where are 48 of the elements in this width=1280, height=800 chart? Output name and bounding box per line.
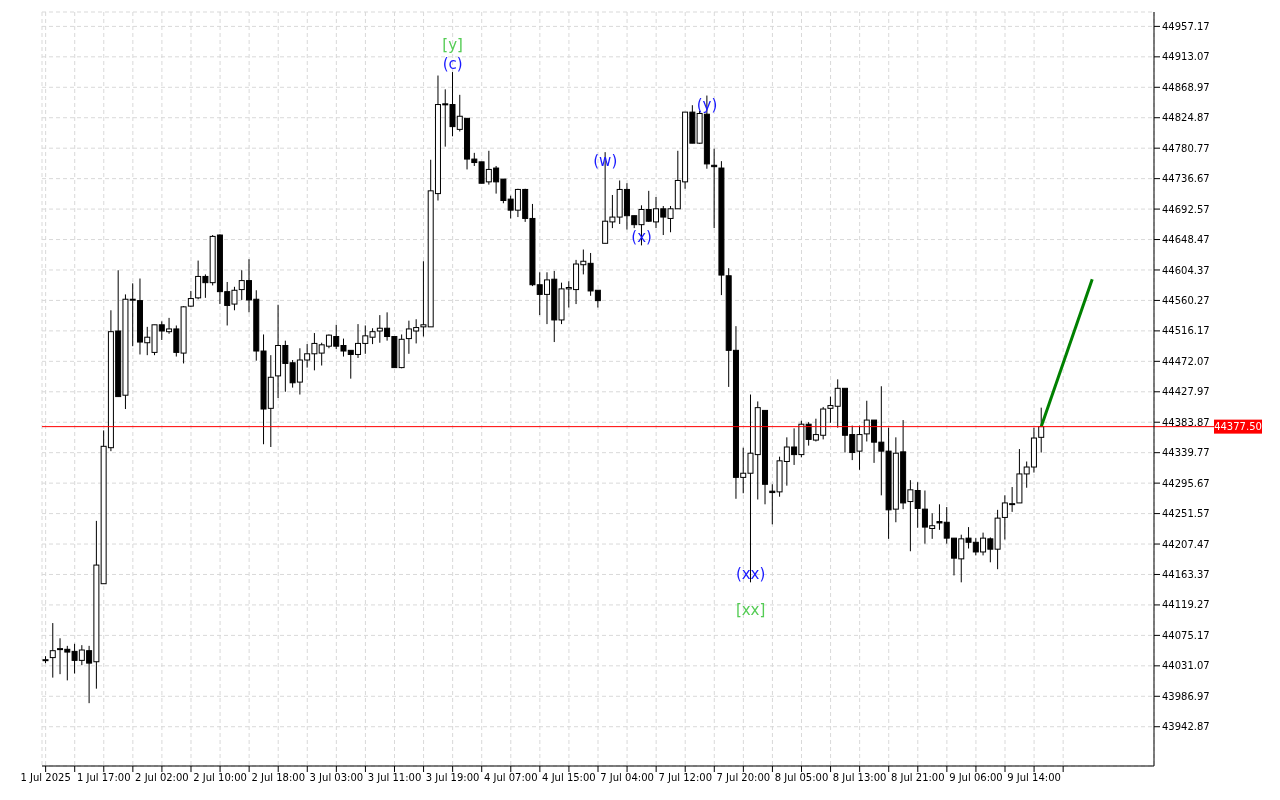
y-tick-label: 44516.17 xyxy=(1162,325,1210,337)
x-tick-label: 8 Jul 13:00 xyxy=(832,772,887,784)
y-tick-label: 44295.67 xyxy=(1162,477,1210,489)
y-tick-label: 44692.57 xyxy=(1162,203,1210,215)
y-tick-label: 44648.47 xyxy=(1162,234,1210,246)
y-tick-label: 44207.47 xyxy=(1162,538,1210,550)
y-tick-label: 44119.27 xyxy=(1162,599,1210,611)
x-tick-label: 3 Jul 19:00 xyxy=(425,772,480,784)
x-tick-label: 3 Jul 11:00 xyxy=(367,772,422,784)
y-tick-label: 44251.57 xyxy=(1162,508,1210,520)
y-tick-label: 44163.37 xyxy=(1162,569,1210,581)
y-tick-label: 44780.77 xyxy=(1162,142,1210,154)
x-tick-label: 4 Jul 15:00 xyxy=(542,772,596,784)
y-tick-label: 44075.17 xyxy=(1162,629,1210,641)
x-tick-label: 2 Jul 10:00 xyxy=(193,772,247,784)
y-tick-label: 44957.17 xyxy=(1162,20,1210,32)
y-tick-label: 44427.97 xyxy=(1162,386,1210,398)
x-tick-label: 9 Jul 06:00 xyxy=(949,772,1003,784)
y-tick-label: 44604.37 xyxy=(1162,264,1210,276)
y-tick-label: 44824.87 xyxy=(1162,112,1210,124)
y-tick-label: 44383.87 xyxy=(1162,416,1210,428)
x-tick-label: 7 Jul 04:00 xyxy=(600,772,654,784)
x-tick-label: 9 Jul 14:00 xyxy=(1007,772,1061,784)
y-tick-label: 44031.07 xyxy=(1162,660,1210,672)
x-tick-label: 8 Jul 21:00 xyxy=(890,772,945,784)
y-tick-label: 44736.67 xyxy=(1162,173,1210,185)
x-tick-label: 7 Jul 12:00 xyxy=(658,772,713,784)
x-tick-label: 2 Jul 02:00 xyxy=(135,772,189,784)
y-tick-label: 44868.97 xyxy=(1162,81,1210,93)
x-tick-label: 8 Jul 05:00 xyxy=(774,772,829,784)
x-tick-label: 1 Jul 17:00 xyxy=(76,772,131,784)
x-tick-label: 1 Jul 2025 xyxy=(20,772,71,784)
x-tick-label: 3 Jul 03:00 xyxy=(309,772,364,784)
y-tick-label: 43986.97 xyxy=(1162,690,1210,702)
candlestick xyxy=(49,622,56,679)
y-tick-label: 44560.27 xyxy=(1162,294,1210,306)
candlestick xyxy=(711,148,718,229)
y-tick-label: 44913.07 xyxy=(1162,51,1210,63)
annotation: [y] xyxy=(442,36,463,55)
x-tick-label: 4 Jul 07:00 xyxy=(483,772,538,784)
x-tick-label: 7 Jul 20:00 xyxy=(716,772,771,784)
annotation: (c) xyxy=(442,55,463,74)
y-tick-label: 43942.87 xyxy=(1162,721,1210,733)
ref-line-label: 44377.50 xyxy=(1214,421,1262,433)
y-tick-label: 44472.07 xyxy=(1162,355,1210,367)
annotation: [xx] xyxy=(735,601,766,620)
x-tick-label: 2 Jul 18:00 xyxy=(251,772,306,784)
y-tick-label: 44339.77 xyxy=(1162,447,1210,459)
